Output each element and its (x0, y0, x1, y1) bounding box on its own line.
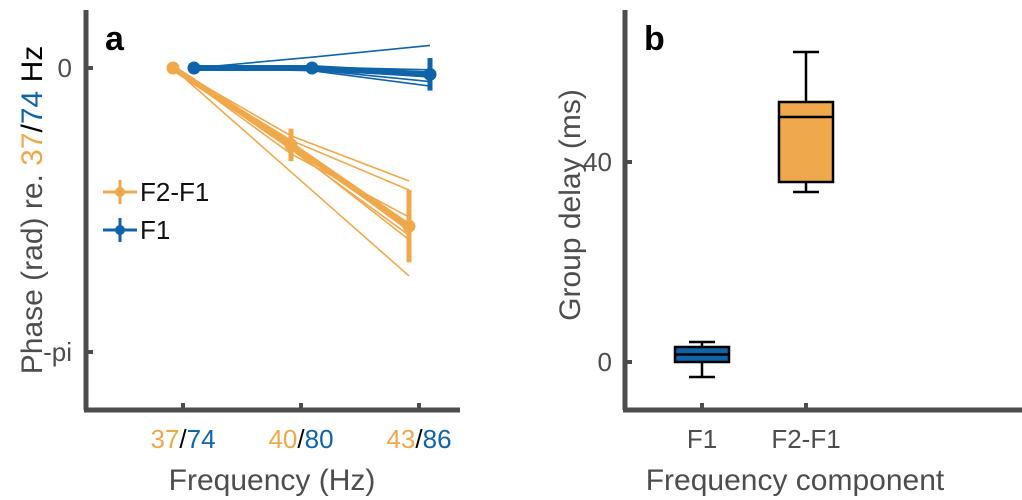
boxplot-f1 (673, 340, 731, 379)
y-axis-title-part: 74 (16, 91, 49, 124)
individual-line-f1 (193, 44, 431, 69)
x-tick-label: F2-F1 (771, 424, 840, 454)
panel-a: a 0-pi 37/74 40/80 43/86 Frequency (Hz) Ph… (16, 10, 460, 497)
data-point-f1 (305, 61, 319, 75)
panel-a-x-ticks: 37/74 40/80 43/86 (150, 403, 452, 454)
panel-a-legend: F2-F1 F1 (103, 177, 209, 245)
legend-label: F1 (140, 215, 170, 245)
legend-marker (115, 225, 125, 235)
y-tick-label: -pi (43, 337, 72, 367)
panel-b-x-ticks: F1 F2-F1 (687, 403, 841, 454)
x-tick-label-f1: 74 (187, 424, 216, 454)
data-point-f1 (187, 61, 201, 75)
panel-b-label: b (644, 20, 665, 58)
panel-a-series (166, 44, 437, 277)
boxplot-f2-f1 (777, 50, 835, 194)
data-point-f1 (423, 67, 437, 81)
y-axis-title-part: Phase (rad) re. (16, 166, 49, 374)
data-point-f2-f1 (402, 219, 416, 233)
y-axis-title-part: Hz (16, 46, 49, 91)
legend-label: F2-F1 (140, 177, 209, 207)
legend-marker (115, 187, 125, 197)
x-tick-label-separator: / (415, 424, 423, 454)
panel-b-boxes (673, 50, 835, 379)
x-tick-label-f1: 86 (423, 424, 452, 454)
panel-a-y-axis-title: Phase (rad) re. 37/74 Hz (16, 46, 49, 375)
x-tick-label-separator: / (179, 424, 187, 454)
y-axis-title-part: 37 (16, 132, 49, 165)
x-tick-label-f2f1: 37 (150, 424, 179, 454)
x-tick-label: 43/86 (386, 424, 451, 454)
y-axis-title-part: / (16, 123, 49, 132)
x-tick-label: 37/74 (150, 424, 215, 454)
panel-a-x-axis-title: Frequency (Hz) (169, 464, 376, 497)
panel-b-y-ticks: 0 40 (583, 147, 632, 377)
x-tick-label-f1: 80 (305, 424, 334, 454)
x-tick-label-f2f1: 40 (268, 424, 297, 454)
panel-a-label: a (105, 20, 125, 58)
y-tick-label: 40 (583, 147, 612, 177)
individual-line-f2-f1 (172, 67, 410, 182)
x-tick-label: F1 (687, 424, 717, 454)
data-point-f2-f1 (284, 138, 298, 152)
panel-b-y-axis-title: Group delay (ms) (554, 89, 587, 321)
y-tick-label: 0 (58, 53, 72, 83)
x-tick-label-separator: / (297, 424, 305, 454)
y-tick-label: 0 (598, 347, 612, 377)
panel-a-y-ticks: 0 -pi (43, 53, 93, 367)
individual-line-f2-f1 (172, 67, 410, 277)
panel-b: b 0 40 F1 F2-F1 Frequency component Group … (554, 10, 1022, 497)
x-tick-label-f2f1: 43 (386, 424, 415, 454)
panel-b-x-axis-title: Frequency component (646, 464, 945, 497)
box-iqr (777, 100, 835, 184)
x-tick-label: 40/80 (268, 424, 333, 454)
data-point-f2-f1 (166, 61, 180, 75)
